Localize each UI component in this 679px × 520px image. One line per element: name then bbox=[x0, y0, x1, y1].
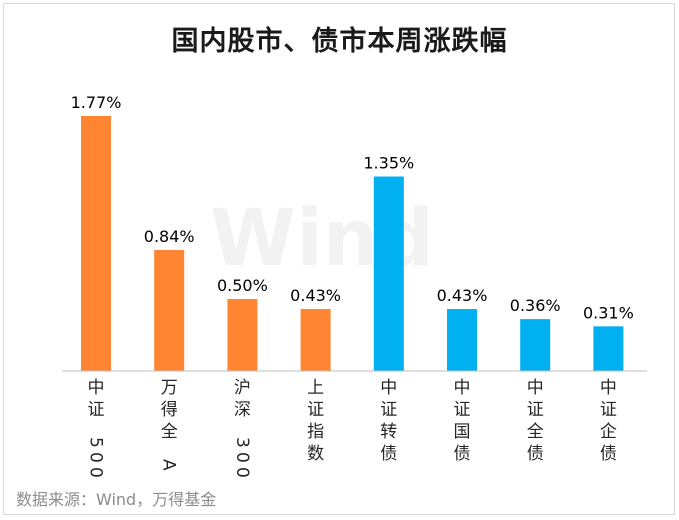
bar bbox=[81, 116, 111, 371]
bar bbox=[300, 309, 331, 371]
bar bbox=[227, 298, 258, 371]
category-label: 中证转债 bbox=[380, 378, 397, 464]
category-label: 上证指数 bbox=[307, 378, 324, 464]
category-label: 中证企债 bbox=[600, 378, 617, 464]
category-label: 中证国债 bbox=[454, 378, 471, 464]
data-label: 0.31% bbox=[583, 303, 634, 322]
bar bbox=[593, 326, 624, 371]
bar bbox=[373, 176, 404, 371]
bar bbox=[447, 309, 477, 371]
source-note: 数据来源：Wind，万得基金 bbox=[16, 490, 217, 509]
chart-title: 国内股市、债市本周涨跌幅 bbox=[171, 26, 508, 57]
bar-chart: Wind 1.77%中证 5 0 00.84%万得全 A0.50%沪深 3 0 00.43%上… bbox=[62, 93, 647, 478]
bar bbox=[154, 249, 185, 371]
data-label: 0.43% bbox=[290, 286, 341, 305]
bar bbox=[520, 319, 551, 371]
data-label: 1.77% bbox=[71, 93, 122, 112]
chart-frame bbox=[3, 3, 675, 515]
category-label: 中证全债 bbox=[527, 378, 544, 464]
data-label: 0.43% bbox=[437, 286, 488, 305]
data-label: 0.50% bbox=[217, 276, 268, 295]
category-label: 万得全 A bbox=[158, 378, 178, 471]
data-label: 0.84% bbox=[144, 227, 195, 246]
data-label: 0.36% bbox=[510, 296, 561, 315]
data-label: 1.35% bbox=[363, 154, 414, 173]
category-label: 沪深 3 0 0 bbox=[232, 378, 252, 478]
category-label: 中证 5 0 0 bbox=[86, 378, 106, 478]
